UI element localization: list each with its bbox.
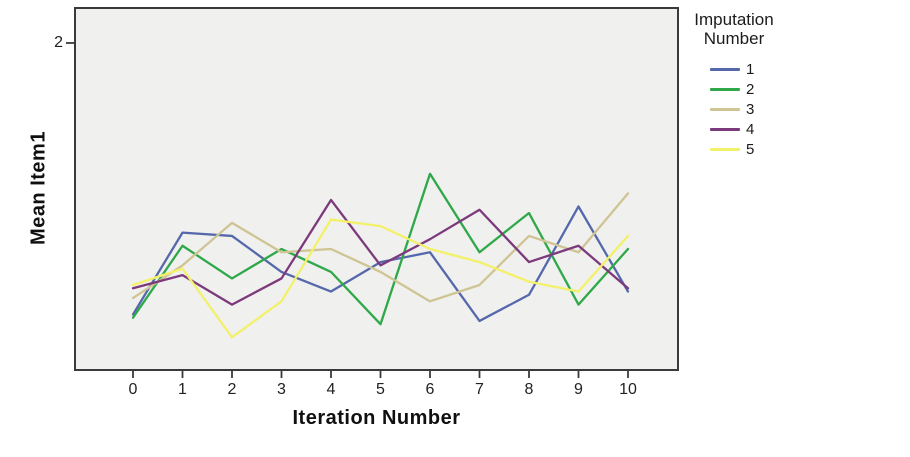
x-tick-label: 8 [524, 381, 534, 398]
x-axis-title: Iteration Number [292, 407, 461, 429]
legend-item-label: 3 [746, 100, 755, 118]
legend-item-label: 5 [746, 140, 755, 158]
x-tick-label: 4 [326, 381, 336, 398]
legend-item-4: 4 [686, 119, 782, 139]
legend-item-label: 2 [746, 80, 755, 98]
series-line-1 [131, 205, 630, 323]
legend-swatch-icon [710, 67, 740, 71]
x-tick-label: 5 [376, 381, 385, 398]
legend-item-label: 1 [746, 60, 755, 78]
x-tick-label: 10 [619, 381, 637, 398]
legend-item-2: 2 [686, 79, 782, 99]
x-tick-label: 6 [425, 381, 435, 398]
legend: Imputation Number 1 2 3 4 5 [686, 10, 782, 159]
legend-item-3: 3 [686, 99, 782, 119]
series-line-5 [131, 218, 630, 339]
x-tick-label: 2 [227, 381, 237, 398]
y-axis-title: Mean Item1 [27, 131, 50, 245]
series-line-4 [131, 198, 630, 306]
legend-swatch-icon [710, 87, 740, 91]
plot-area [74, 7, 679, 371]
x-tick-label: 3 [277, 381, 286, 398]
legend-item-1: 1 [686, 59, 782, 79]
x-tick-label: 1 [178, 381, 187, 398]
y-tick-label: 2 [54, 33, 63, 51]
legend-item-label: 4 [746, 120, 755, 138]
series-line-2 [131, 172, 630, 326]
x-tick-label: 9 [574, 381, 583, 398]
legend-swatch-icon [710, 127, 740, 131]
legend-items: 1 2 3 4 5 [686, 59, 782, 159]
x-tick-label: 0 [128, 381, 138, 398]
legend-title-line1: Imputation [694, 10, 774, 29]
legend-title-line2: Number [703, 29, 765, 48]
legend-item-5: 5 [686, 139, 782, 159]
legend-swatch-icon [710, 107, 740, 111]
series-line-3 [131, 192, 630, 303]
legend-swatch-icon [710, 147, 740, 151]
x-tick-label: 7 [475, 381, 484, 398]
legend-title: Imputation Number [686, 10, 782, 48]
